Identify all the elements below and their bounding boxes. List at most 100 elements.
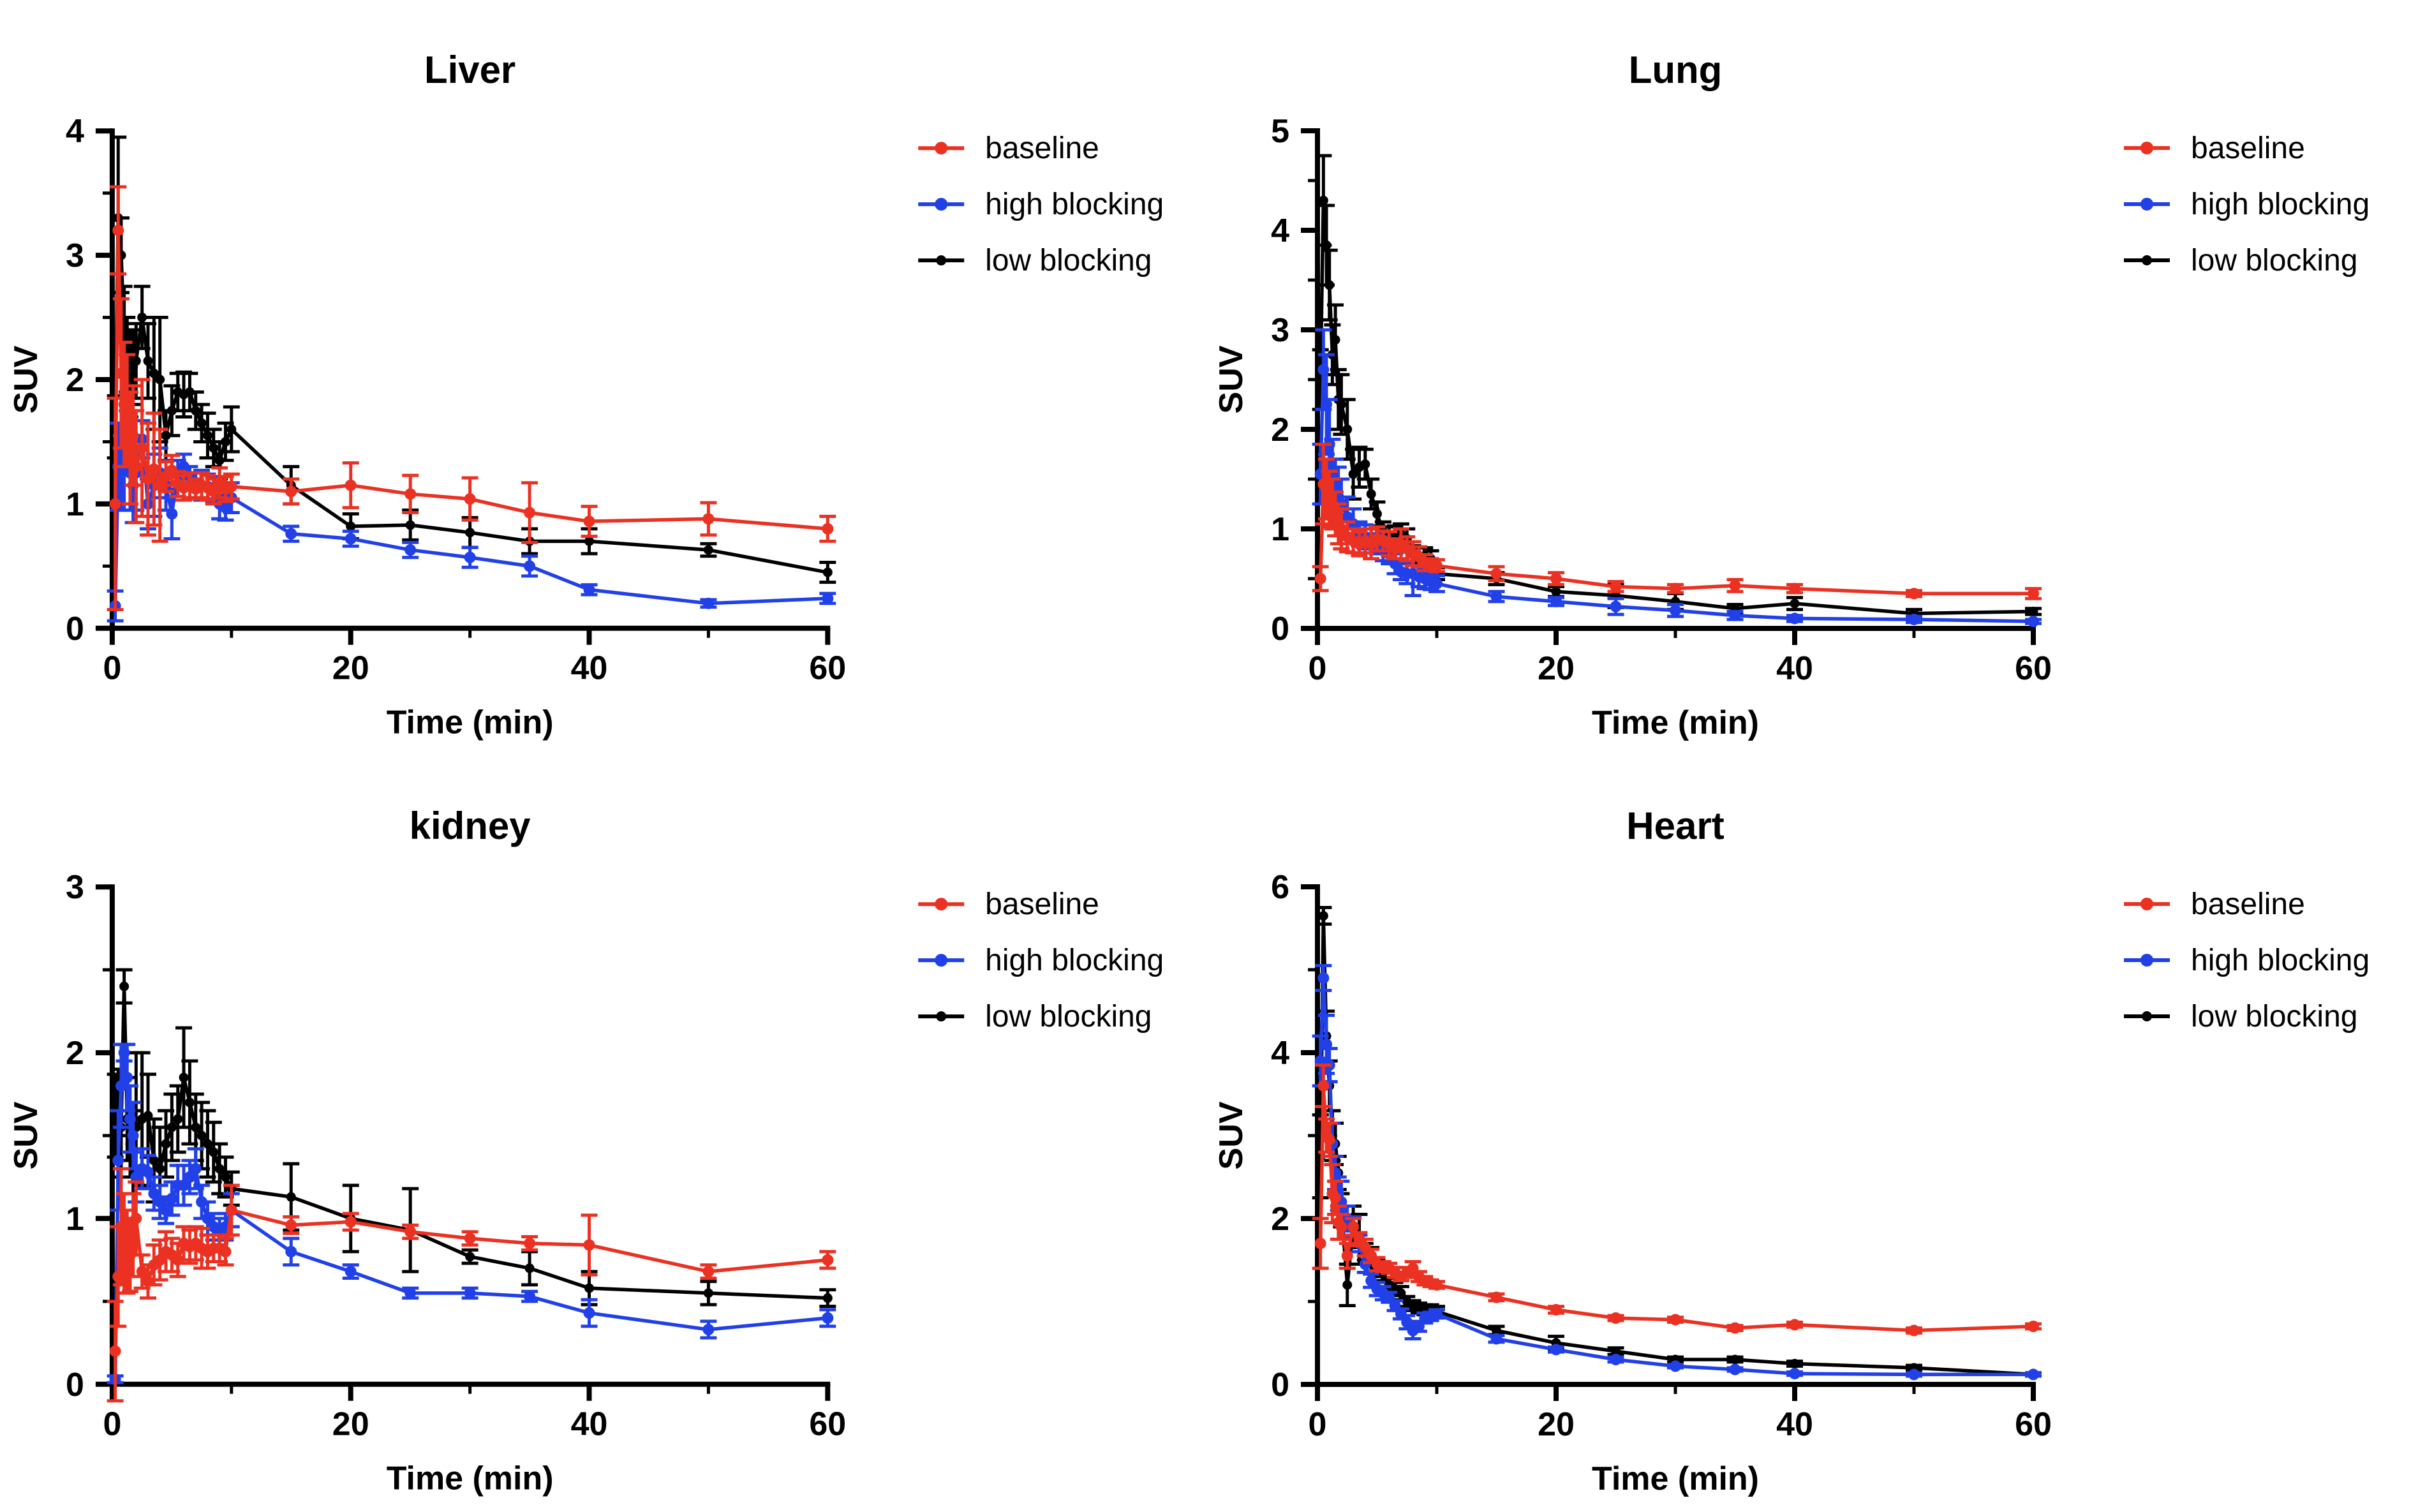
data-point-marker: [1317, 1080, 1330, 1092]
legend-dot-icon: [2140, 954, 2153, 967]
panel-liver: 0 1 2 3 4 0 20 40 60 Liver Time (min) SUV baseline hi…: [0, 0, 1205, 756]
data-point-marker: [214, 456, 225, 466]
data-point-marker: [1348, 469, 1358, 479]
data-point-marker: [1365, 1275, 1377, 1287]
legend-item-label: low blocking: [2191, 1000, 2357, 1034]
data-point-marker: [1729, 1322, 1741, 1334]
data-point-marker: [166, 1192, 178, 1204]
data-point-marker: [583, 584, 595, 596]
data-point-marker: [346, 521, 356, 531]
data-point-marker: [822, 567, 833, 577]
data-point-marker: [1353, 1233, 1365, 1245]
legend-item-high-blocking: high blocking: [918, 188, 1164, 221]
data-point-marker: [109, 1345, 121, 1357]
data-point-marker: [184, 1171, 196, 1183]
data-point-marker: [115, 367, 127, 380]
data-point-marker: [1335, 1221, 1347, 1233]
data-point-marker: [115, 1220, 127, 1233]
data-point-marker: [124, 442, 136, 454]
data-point-marker: [524, 1263, 535, 1273]
legend-item-baseline: baseline: [918, 131, 1099, 165]
x-tick-label: 60: [809, 1406, 846, 1443]
panel-kidney: 0 1 2 3 0 20 40 60 kidney Time (min) SUV baseline hi…: [0, 756, 1205, 1512]
legend-item-baseline: baseline: [918, 887, 1099, 921]
data-point-marker: [1670, 582, 1681, 595]
data-point-marker: [524, 1291, 536, 1303]
data-point-marker: [137, 313, 147, 323]
x-tick-label: 0: [103, 650, 121, 687]
data-point-marker: [166, 508, 178, 520]
data-point-marker: [1550, 573, 1562, 584]
data-point-marker: [197, 418, 207, 428]
data-point-marker: [191, 1122, 201, 1132]
data-point-marker: [1330, 1192, 1342, 1204]
data-point-marker: [285, 1245, 297, 1257]
data-point-marker: [405, 520, 415, 530]
data-point-marker: [1789, 582, 1800, 595]
y-tick-label: 1: [66, 1201, 84, 1238]
legend-item-label: baseline: [985, 887, 1099, 921]
legend-dot-icon: [936, 255, 947, 266]
data-point-marker: [1908, 1368, 1920, 1381]
x-axis-label: Time (min): [387, 1460, 554, 1497]
y-tick-label: 0: [66, 1367, 84, 1404]
legend-dot-icon: [935, 954, 948, 967]
data-point-marker: [464, 493, 476, 505]
data-point-marker: [1490, 591, 1502, 603]
data-point-marker: [1347, 1221, 1360, 1233]
data-point-marker: [202, 1212, 214, 1224]
data-point-marker: [112, 1154, 124, 1166]
data-point-marker: [109, 498, 121, 510]
data-point-marker: [143, 356, 153, 366]
y-axis-label: SUV: [8, 345, 45, 413]
y-tick-label: 0: [1271, 611, 1289, 648]
data-point-marker: [184, 387, 195, 397]
data-point-marker: [822, 593, 834, 605]
data-point-marker: [1314, 573, 1326, 584]
data-point-marker: [1407, 1263, 1419, 1274]
x-tick-label: 40: [571, 650, 608, 687]
data-point-marker: [191, 406, 201, 416]
data-point-marker: [179, 1072, 189, 1083]
data-point-marker: [1413, 1321, 1425, 1332]
y-tick-label: 2: [1271, 1201, 1289, 1238]
x-tick-label: 20: [332, 1406, 369, 1443]
data-point-marker: [112, 1270, 124, 1282]
data-point-marker: [524, 507, 536, 519]
series-baseline: [107, 1167, 836, 1403]
data-point-marker: [1336, 399, 1346, 410]
data-point-marker: [1729, 579, 1741, 591]
data-point-marker: [1335, 523, 1347, 535]
data-point-marker: [127, 429, 139, 441]
y-tick-label: 2: [66, 362, 84, 399]
ticks: [1301, 884, 2036, 1401]
series-baseline: [1312, 442, 2042, 600]
data-point-marker: [2028, 606, 2038, 616]
data-point-marker: [1908, 588, 1920, 600]
y-tick-label: 5: [1271, 113, 1289, 150]
data-point-marker: [702, 1324, 715, 1336]
data-point-marker: [1551, 586, 1561, 597]
data-point-marker: [1389, 1300, 1401, 1312]
series-line: [1318, 1084, 2034, 1333]
series-high-blocking: [1312, 328, 2042, 628]
plot-kidney: 0 1 2 3 0 20 40 60 kidney Time (min) SUV baseline hi…: [8, 804, 1164, 1497]
chart-title: Lung: [1629, 48, 1723, 91]
data-point-marker: [161, 1139, 171, 1149]
legend: baseline high blocking low blocking: [2124, 131, 2370, 278]
data-point-marker: [1789, 1319, 1800, 1331]
data-point-marker: [127, 1130, 139, 1141]
data-point-marker: [1383, 1291, 1395, 1303]
data-point-marker: [184, 1097, 195, 1108]
ticks: [95, 884, 831, 1401]
data-point-marker: [148, 1187, 160, 1199]
data-point-marker: [1401, 1316, 1413, 1328]
data-point-marker: [1431, 1279, 1443, 1291]
data-point-marker: [702, 597, 715, 609]
x-tick-label: 0: [1309, 650, 1327, 687]
data-point-marker: [196, 1196, 208, 1208]
data-point-marker: [197, 1130, 207, 1141]
legend-item-low-blocking: low blocking: [2124, 1000, 2357, 1034]
data-point-marker: [226, 424, 237, 434]
